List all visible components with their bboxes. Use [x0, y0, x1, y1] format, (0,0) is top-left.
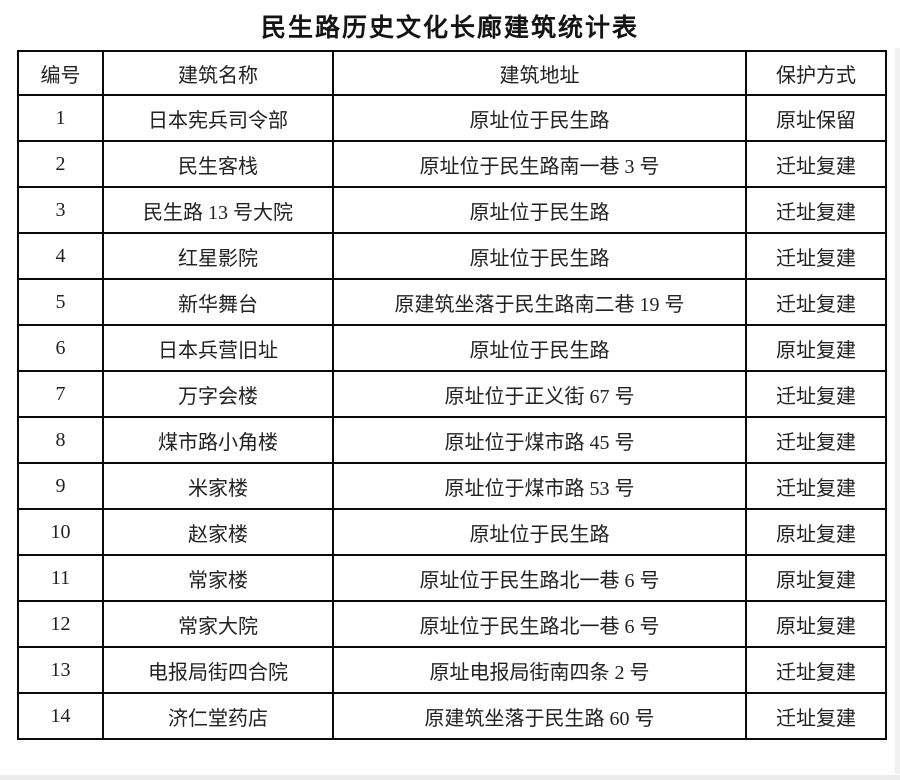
cell-building-name: 常家楼 — [102, 554, 334, 602]
cell-protection-method: 原址复建 — [745, 508, 887, 556]
cell-building-address: 原址位于民生路北一巷 6 号 — [332, 600, 747, 648]
table-row: 7 万字会楼 原址位于正义街 67 号迁址复建 — [17, 370, 887, 418]
cell-protection-method: 迁址复建 — [745, 462, 887, 510]
cell-building-name: 新华舞台 — [102, 278, 334, 326]
table-header-row: 编号 建筑名称 建筑地址 保护方式 — [17, 50, 887, 96]
cell-number: 11 — [17, 554, 104, 602]
cell-protection-method: 原址复建 — [745, 324, 887, 372]
page-edge-shadow-right — [895, 48, 900, 774]
cell-protection-method: 迁址复建 — [745, 646, 887, 694]
cell-protection-method: 迁址复建 — [745, 232, 887, 280]
cell-building-name: 日本兵营旧址 — [102, 324, 334, 372]
cell-number: 5 — [17, 278, 104, 326]
cell-protection-method: 迁址复建 — [745, 370, 887, 418]
cell-building-address: 原址位于民生路 — [332, 324, 747, 372]
cell-protection-method: 迁址复建 — [745, 278, 887, 326]
cell-protection-method: 迁址复建 — [745, 140, 887, 188]
cell-number: 4 — [17, 232, 104, 280]
cell-number: 2 — [17, 140, 104, 188]
table-row: 8 煤市路小角楼 原址位于煤市路 45 号迁址复建 — [17, 416, 887, 464]
cell-building-address: 原址位于民生路 — [332, 94, 747, 142]
cell-building-address: 原址位于民生路南一巷 3 号 — [332, 140, 747, 188]
page-title: 民生路历史文化长廊建筑统计表 — [260, 15, 639, 42]
cell-building-address: 原建筑坐落于民生路 60 号 — [332, 692, 747, 740]
cell-number: 10 — [17, 508, 104, 556]
cell-number: 1 — [17, 94, 104, 142]
table-row: 3 民生路 13 号大院 原址位于民生路 迁址复建 — [17, 186, 887, 234]
table-row: 13 电报局街四合院 原址电报局街南四条 2 号迁址复建 — [17, 646, 887, 694]
cell-building-name: 煤市路小角楼 — [102, 416, 334, 464]
table-row: 11 常家楼 原址位于民生路北一巷 6 号原址复建 — [17, 554, 887, 602]
table-row: 14 济仁堂药店 原建筑坐落于民生路 60 号迁址复建 — [17, 692, 887, 740]
table-row: 1 日本宪兵司令部 原址位于民生路 原址保留 — [17, 94, 887, 142]
table-row: 6 日本兵营旧址 原址位于民生路 原址复建 — [17, 324, 887, 372]
cell-number: 7 — [17, 370, 104, 418]
cell-protection-method: 迁址复建 — [745, 186, 887, 234]
column-header-building-address: 建筑地址 — [332, 50, 747, 96]
cell-building-address: 原址位于民生路 — [332, 186, 747, 234]
cell-building-name: 万字会楼 — [102, 370, 334, 418]
column-header-number: 编号 — [17, 50, 104, 96]
cell-number: 3 — [17, 186, 104, 234]
cell-number: 9 — [17, 462, 104, 510]
cell-building-name: 日本宪兵司令部 — [102, 94, 334, 142]
cell-protection-method: 原址保留 — [745, 94, 887, 142]
table-row: 12 常家大院 原址位于民生路北一巷 6 号原址复建 — [17, 600, 887, 648]
table-body: 1 日本宪兵司令部 原址位于民生路 原址保留 2 民生客栈 原址位于民生路南一巷 3 号迁址… — [17, 94, 887, 740]
cell-protection-method: 原址复建 — [745, 600, 887, 648]
column-header-protection-method: 保护方式 — [745, 50, 887, 96]
cell-building-name: 常家大院 — [102, 600, 334, 648]
cell-building-address: 原址位于正义街 67 号 — [332, 370, 747, 418]
column-header-building-name: 建筑名称 — [102, 50, 334, 96]
cell-number: 8 — [17, 416, 104, 464]
table-row: 2 民生客栈 原址位于民生路南一巷 3 号迁址复建 — [17, 140, 887, 188]
cell-building-name: 红星影院 — [102, 232, 334, 280]
cell-protection-method: 迁址复建 — [745, 416, 887, 464]
table-row: 5 新华舞台 原建筑坐落于民生路南二巷 19 号迁址复建 — [17, 278, 887, 326]
cell-number: 12 — [17, 600, 104, 648]
cell-building-name: 民生客栈 — [102, 140, 334, 188]
cell-building-name: 赵家楼 — [102, 508, 334, 556]
cell-building-address: 原址位于民生路 — [332, 232, 747, 280]
cell-building-address: 原址位于民生路 — [332, 508, 747, 556]
cell-building-address: 原址位于煤市路 45 号 — [332, 416, 747, 464]
cell-number: 6 — [17, 324, 104, 372]
cell-building-address: 原址位于煤市路 53 号 — [332, 462, 747, 510]
table-row: 10 赵家楼 原址位于民生路 原址复建 — [17, 508, 887, 556]
cell-building-address: 原建筑坐落于民生路南二巷 19 号 — [332, 278, 747, 326]
cell-protection-method: 原址复建 — [745, 554, 887, 602]
cell-building-name: 米家楼 — [102, 462, 334, 510]
table-row: 9 米家楼 原址位于煤市路 53 号迁址复建 — [17, 462, 887, 510]
cell-building-name: 济仁堂药店 — [102, 692, 334, 740]
page-edge-shadow-bottom — [0, 775, 900, 780]
cell-building-address: 原址位于民生路北一巷 6 号 — [332, 554, 747, 602]
table-row: 4 红星影院 原址位于民生路 迁址复建 — [17, 232, 887, 280]
cell-protection-method: 迁址复建 — [745, 692, 887, 740]
table-header: 编号 建筑名称 建筑地址 保护方式 — [17, 50, 887, 96]
cell-number: 14 — [17, 692, 104, 740]
cell-building-address: 原址电报局街南四条 2 号 — [332, 646, 747, 694]
cell-number: 13 — [17, 646, 104, 694]
cell-building-name: 电报局街四合院 — [102, 646, 334, 694]
cell-building-name: 民生路 13 号大院 — [102, 186, 334, 234]
buildings-statistics-table: 编号 建筑名称 建筑地址 保护方式 1 日本宪兵司令部 原址位于民生路 原址保留 2 民生客栈原… — [17, 50, 887, 740]
